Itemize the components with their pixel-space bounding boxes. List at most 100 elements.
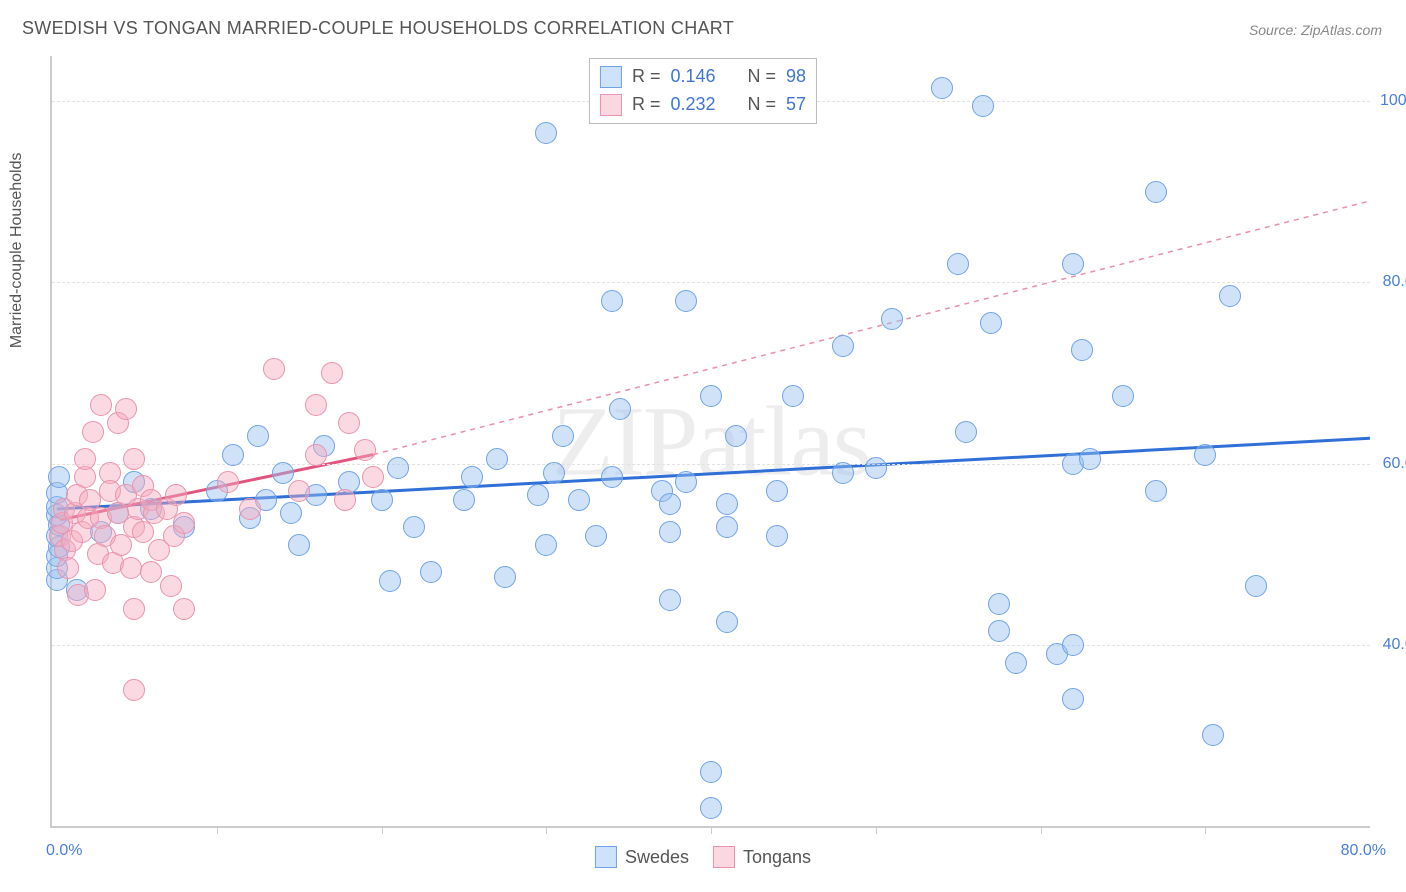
scatter-point-tongans (120, 557, 142, 579)
scatter-point-swedes (988, 620, 1010, 642)
scatter-point-swedes (609, 398, 631, 420)
scatter-point-tongans (288, 480, 310, 502)
scatter-point-swedes (453, 489, 475, 511)
x-tick-mark (876, 826, 877, 834)
scatter-point-swedes (48, 466, 70, 488)
scatter-point-tongans (305, 444, 327, 466)
scatter-point-swedes (988, 593, 1010, 615)
scatter-point-swedes (585, 525, 607, 547)
scatter-point-swedes (832, 335, 854, 357)
scatter-point-swedes (420, 561, 442, 583)
scatter-point-tongans (173, 598, 195, 620)
scatter-point-swedes (766, 525, 788, 547)
scatter-point-swedes (659, 589, 681, 611)
scatter-point-swedes (535, 122, 557, 144)
scatter-point-swedes (716, 611, 738, 633)
scatter-point-swedes (535, 534, 557, 556)
scatter-point-tongans (110, 534, 132, 556)
scatter-point-swedes (832, 462, 854, 484)
scatter-point-tongans (263, 358, 285, 380)
scatter-point-swedes (1245, 575, 1267, 597)
x-tick-mark (1205, 826, 1206, 834)
scatter-point-swedes (972, 95, 994, 117)
x-tick-mark (711, 826, 712, 834)
scatter-point-tongans (165, 484, 187, 506)
y-tick-label: 80.0% (1380, 273, 1406, 291)
scatter-point-swedes (700, 761, 722, 783)
scatter-point-swedes (1071, 339, 1093, 361)
trendline-tongans-extrapolated (373, 201, 1370, 455)
scatter-point-swedes (1079, 448, 1101, 470)
scatter-point-swedes (527, 484, 549, 506)
scatter-point-tongans (84, 579, 106, 601)
scatter-point-swedes (675, 471, 697, 493)
scatter-point-swedes (881, 308, 903, 330)
x-tick-mark (546, 826, 547, 834)
r-label: R = (632, 91, 661, 119)
scatter-point-swedes (1145, 181, 1167, 203)
scatter-point-tongans (123, 679, 145, 701)
scatter-point-tongans (123, 448, 145, 470)
scatter-point-swedes (387, 457, 409, 479)
n-label: N = (748, 91, 777, 119)
scatter-point-tongans (90, 394, 112, 416)
scatter-point-swedes (931, 77, 953, 99)
scatter-point-swedes (247, 425, 269, 447)
scatter-point-tongans (74, 448, 96, 470)
x-tick-mark (1041, 826, 1042, 834)
scatter-point-swedes (543, 462, 565, 484)
scatter-point-swedes (371, 489, 393, 511)
swatch-blue-icon (600, 66, 622, 88)
scatter-point-tongans (305, 394, 327, 416)
plot-area: ZIPatlas 0.0% 80.0% 40.0%60.0%80.0%100.0… (50, 56, 1370, 828)
y-tick-label: 100.0% (1380, 92, 1406, 110)
gridline-horizontal (52, 282, 1370, 283)
y-axis-label: Married-couple Households (8, 153, 26, 349)
scatter-point-swedes (947, 253, 969, 275)
scatter-point-swedes (725, 425, 747, 447)
scatter-point-swedes (486, 448, 508, 470)
scatter-point-swedes (379, 570, 401, 592)
scatter-point-tongans (115, 398, 137, 420)
scatter-point-tongans (334, 489, 356, 511)
scatter-point-swedes (280, 502, 302, 524)
n-value: 98 (786, 63, 806, 91)
y-tick-label: 60.0% (1380, 455, 1406, 473)
scatter-point-swedes (288, 534, 310, 556)
scatter-point-swedes (1219, 285, 1241, 307)
scatter-point-swedes (865, 457, 887, 479)
swatch-pink-icon (600, 94, 622, 116)
swatch-pink-icon (713, 846, 735, 868)
scatter-point-swedes (659, 521, 681, 543)
legend-item-swedes: Swedes (595, 846, 689, 868)
scatter-point-tongans (140, 561, 162, 583)
scatter-point-tongans (160, 575, 182, 597)
scatter-point-swedes (601, 466, 623, 488)
chart-title: SWEDISH VS TONGAN MARRIED-COUPLE HOUSEHO… (22, 18, 734, 39)
x-axis-min-label: 0.0% (46, 842, 82, 860)
scatter-point-swedes (1062, 688, 1084, 710)
x-axis-max-label: 80.0% (1341, 842, 1386, 860)
scatter-point-tongans (173, 512, 195, 534)
scatter-point-swedes (659, 493, 681, 515)
x-tick-mark (382, 826, 383, 834)
scatter-point-tongans (239, 498, 261, 520)
scatter-point-tongans (354, 439, 376, 461)
scatter-point-swedes (1005, 652, 1027, 674)
bottom-legend: Swedes Tongans (595, 846, 811, 868)
scatter-point-tongans (217, 471, 239, 493)
n-label: N = (748, 63, 777, 91)
gridline-horizontal (52, 464, 1370, 465)
scatter-point-swedes (601, 290, 623, 312)
r-value: 0.146 (670, 63, 715, 91)
correlation-stats-box: R = 0.146 N = 98 R = 0.232 N = 57 (589, 58, 817, 124)
scatter-point-swedes (222, 444, 244, 466)
gridline-horizontal (52, 645, 1370, 646)
scatter-point-swedes (272, 462, 294, 484)
scatter-point-swedes (716, 493, 738, 515)
scatter-point-tongans (123, 598, 145, 620)
stats-row-swedes: R = 0.146 N = 98 (600, 63, 806, 91)
swatch-blue-icon (595, 846, 617, 868)
scatter-point-swedes (552, 425, 574, 447)
scatter-point-swedes (461, 466, 483, 488)
